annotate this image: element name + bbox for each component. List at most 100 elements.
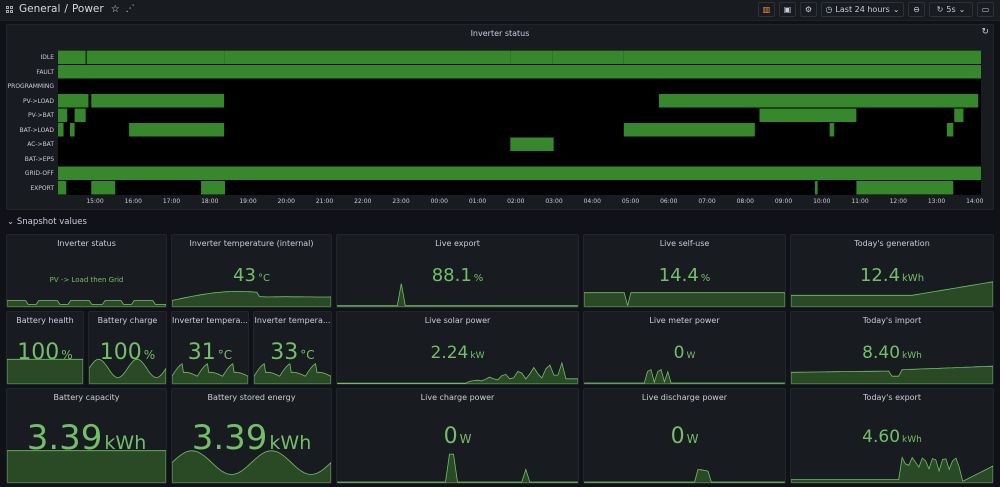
stat-value: 88.1% bbox=[337, 265, 578, 286]
panel-title: Today's export bbox=[863, 393, 921, 402]
chevron-down-icon: ⌄ bbox=[7, 217, 17, 227]
save-button[interactable]: ▣ bbox=[779, 2, 796, 17]
state-segment bbox=[510, 50, 553, 64]
chevron-down-icon: ⌄ bbox=[958, 5, 966, 14]
stat-value: 8.40 kWh bbox=[791, 343, 993, 363]
time-tick-label: 10:00 bbox=[813, 198, 831, 205]
stat-unit: °C bbox=[217, 348, 233, 362]
time-tick-label: 03:00 bbox=[545, 198, 563, 205]
panel-title: Inverter temperature (internal) bbox=[189, 239, 314, 248]
inverter-status-panel: Inverter status ↻ IDLE FAULT PROGRAMMING PV… bbox=[6, 24, 994, 210]
stat-value: 12.4 kWh bbox=[791, 265, 993, 286]
settings-button[interactable]: ⚙ bbox=[800, 2, 817, 17]
state-segment bbox=[623, 123, 755, 137]
time-tick-label: 14:00 bbox=[966, 198, 984, 205]
dashboard-title[interactable]: Power bbox=[71, 3, 104, 15]
time-tick-label: 19:00 bbox=[239, 198, 257, 205]
dashboards-icon[interactable] bbox=[6, 5, 13, 13]
zoom-out-button[interactable]: ⊖ bbox=[908, 2, 925, 17]
panel-title: Live discharge power bbox=[641, 393, 728, 402]
stat-unit: W bbox=[686, 432, 699, 446]
time-tick-label: 06:00 bbox=[660, 198, 678, 205]
stat-number: 14.4 bbox=[658, 265, 699, 286]
sparkline bbox=[172, 291, 331, 307]
stat-value: 33 °C bbox=[254, 340, 331, 365]
panel-title: Inverter status bbox=[57, 239, 116, 248]
stat-unit: kWh bbox=[902, 273, 925, 284]
state-segment bbox=[510, 137, 554, 151]
stat-panel-live-discharge-power: Live discharge power 0 W bbox=[583, 388, 786, 484]
stat-unit: % bbox=[700, 273, 711, 284]
stat-number: 31 bbox=[187, 340, 216, 365]
sparkline bbox=[89, 358, 166, 384]
chevron-down-icon: ⌄ bbox=[892, 5, 900, 14]
sparkline bbox=[791, 456, 993, 483]
panel-title: Live solar power bbox=[424, 316, 491, 325]
state-segment bbox=[224, 50, 511, 64]
stat-number: 3.39 bbox=[26, 418, 103, 458]
state-segment bbox=[759, 108, 857, 122]
time-tick-label: 00:00 bbox=[430, 198, 448, 205]
stat-unit: kWh bbox=[902, 350, 922, 361]
tv-mode-button[interactable]: ▭ bbox=[977, 2, 994, 17]
state-segment bbox=[954, 108, 964, 122]
row-header[interactable]: ⌄ Snapshot values bbox=[7, 217, 87, 227]
stat-panel-inverter-status: Inverter status PV -> Load then Grid bbox=[6, 234, 167, 308]
state-segment bbox=[58, 94, 89, 108]
star-icon[interactable]: ☆ bbox=[110, 3, 120, 15]
sparkline-area bbox=[254, 363, 331, 384]
time-range-label: Last 24 hours bbox=[835, 5, 890, 14]
state-segment bbox=[74, 108, 86, 122]
share-icon[interactable]: ⋰ bbox=[125, 4, 135, 14]
stat-number: 4.60 bbox=[862, 426, 901, 447]
breadcrumb-folder[interactable]: General bbox=[19, 3, 61, 15]
state-segment bbox=[552, 50, 624, 64]
refresh-picker[interactable]: ↻ 5s ⌄ bbox=[929, 2, 973, 17]
stat-number: 88.1 bbox=[431, 265, 472, 286]
state-segment bbox=[69, 123, 75, 137]
stat-unit: % bbox=[143, 348, 156, 362]
sparkline bbox=[7, 358, 83, 384]
time-tick-label: 05:00 bbox=[621, 198, 640, 205]
state-segment bbox=[58, 181, 67, 195]
time-tick-label: 18:00 bbox=[201, 198, 219, 205]
stat-number: 100 bbox=[17, 340, 60, 365]
sparkline bbox=[791, 365, 993, 384]
sparkline bbox=[337, 453, 578, 483]
refresh-interval: 5s bbox=[946, 5, 956, 14]
stat-number: 0 bbox=[673, 342, 685, 363]
stat-panel-live-charge-power: Live charge power 0 W bbox=[336, 388, 579, 484]
add-panel-icon: ▥ bbox=[762, 5, 771, 14]
stat-value: 43 °C bbox=[172, 265, 331, 286]
state-label: BAT->LOAD bbox=[19, 126, 54, 134]
stat-panel-battery-health: Battery health 100% bbox=[6, 311, 84, 385]
state-label: GRID-OFF bbox=[24, 170, 54, 177]
breadcrumb-separator: / bbox=[64, 3, 68, 15]
time-tick-label: 02:00 bbox=[507, 198, 525, 205]
state-segment bbox=[201, 181, 226, 195]
add-panel-button[interactable]: ▥ bbox=[758, 2, 775, 17]
stat-unit: °C bbox=[257, 273, 270, 284]
state-segment bbox=[856, 181, 954, 195]
refresh-icon[interactable]: ↻ bbox=[981, 27, 989, 37]
stat-value: 3.39 kWh bbox=[7, 418, 166, 458]
time-tick-label: 23:00 bbox=[392, 198, 410, 205]
stat-number: 0 bbox=[670, 424, 685, 449]
state-label: EXPORT bbox=[30, 184, 54, 192]
time-picker[interactable]: ◷ Last 24 hours ⌄ bbox=[821, 2, 904, 17]
stat-number: 8.40 bbox=[862, 342, 901, 363]
state-label: IDLE bbox=[40, 54, 54, 61]
save-icon: ▣ bbox=[783, 5, 792, 14]
time-tick-label: 16:00 bbox=[124, 198, 142, 205]
stat-value: 3.39 kWh bbox=[172, 418, 331, 458]
sparkline bbox=[337, 361, 578, 384]
stat-panel-todays-import: Today's import 8.40 kWh bbox=[790, 311, 994, 385]
state-label: AC->BAT bbox=[27, 141, 54, 148]
state-segment bbox=[814, 181, 818, 195]
state-segment bbox=[58, 108, 68, 122]
time-tick-label: 20:00 bbox=[277, 198, 295, 205]
stat-unit: W bbox=[459, 432, 472, 446]
stat-panel-inverter-temp-internal: Inverter temperature (internal) 43 °C bbox=[171, 234, 332, 308]
stat-number: 12.4 bbox=[859, 265, 901, 286]
